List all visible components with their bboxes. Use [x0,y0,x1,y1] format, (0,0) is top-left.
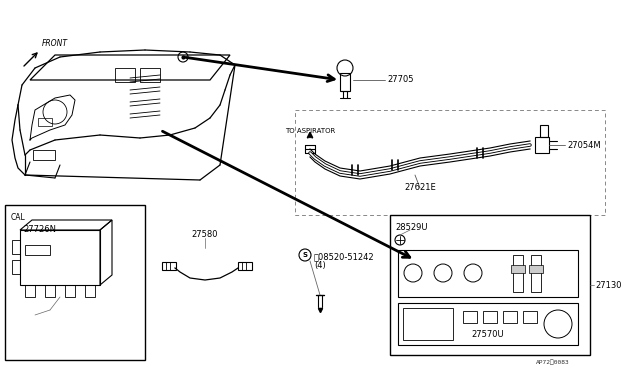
Bar [483,311,497,323]
Bar [503,311,517,323]
Text: 27130: 27130 [595,280,621,289]
Bar [531,255,541,292]
Bar [511,265,525,273]
Bar [5,205,145,360]
Bar [523,311,537,323]
Text: (4): (4) [314,261,326,270]
Bar [33,150,55,160]
Text: FRONT: FRONT [42,39,68,48]
Text: CAL: CAL [11,213,26,222]
Bar [12,260,20,274]
Bar [529,265,543,273]
Bar [403,308,453,340]
Text: TO ASPIRATOR: TO ASPIRATOR [285,128,335,134]
Bar [25,245,50,255]
Bar [162,262,176,270]
Text: 27705: 27705 [387,76,413,84]
Bar [398,250,578,297]
Bar [463,311,477,323]
Bar [140,68,160,82]
Bar [20,230,100,285]
Bar [540,125,548,137]
Text: 27726N: 27726N [23,225,56,234]
Text: 27054M: 27054M [567,141,600,150]
Bar [115,68,135,82]
Text: 28529U: 28529U [395,223,428,232]
Bar [535,137,549,153]
Bar [340,73,350,91]
Bar [398,303,578,345]
Text: 倅08520-51242: 倅08520-51242 [314,252,374,261]
Text: 27580: 27580 [192,230,218,239]
Bar [238,262,252,270]
Text: 27570U: 27570U [472,330,504,339]
Bar [38,118,52,126]
Bar [390,215,590,355]
Text: S: S [303,252,307,258]
Bar [295,110,605,215]
Text: 27621E: 27621E [404,183,436,192]
Bar [513,255,523,292]
Text: AP72：0083: AP72：0083 [536,359,570,365]
Bar [12,240,20,254]
